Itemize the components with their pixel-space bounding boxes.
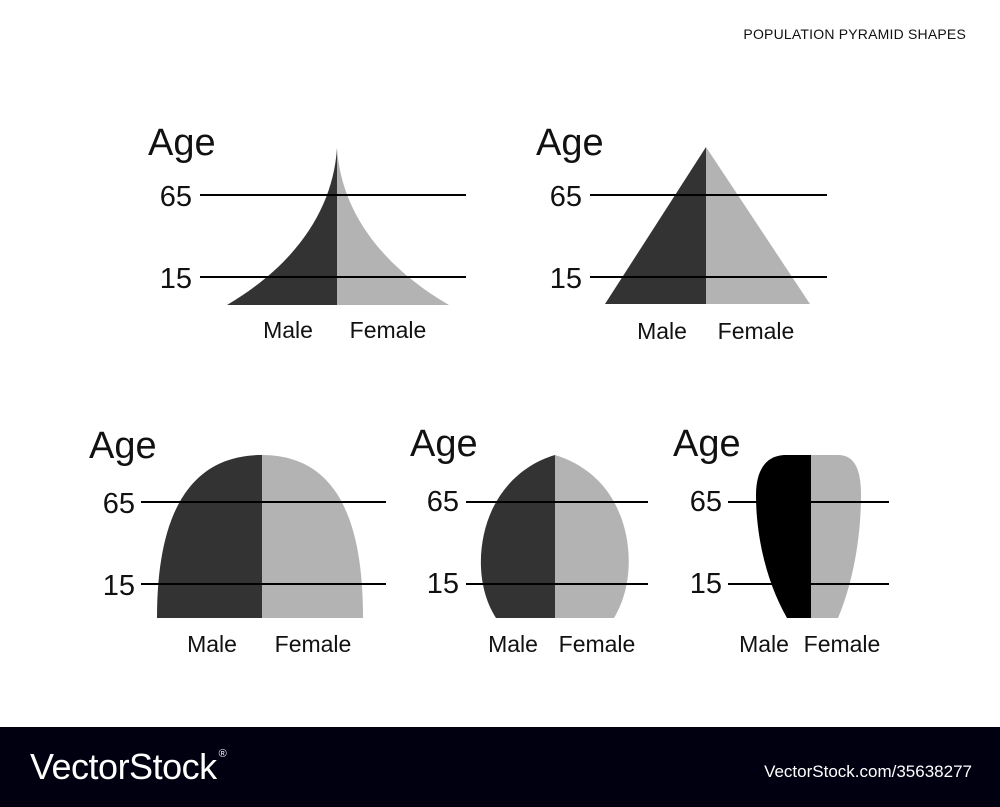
male-label: Male xyxy=(263,317,313,343)
male-label: Male xyxy=(739,631,789,657)
pyramid-male-half xyxy=(605,147,706,304)
pyramid-male-half xyxy=(756,455,811,618)
age-label-15: 15 xyxy=(690,568,722,600)
age-axis-title: Age xyxy=(148,122,216,164)
age-axis-title: Age xyxy=(410,423,478,465)
female-label: Female xyxy=(718,318,795,344)
pyramid-female-half xyxy=(337,148,449,305)
female-label: Female xyxy=(350,317,427,343)
age-label-15: 15 xyxy=(427,568,459,600)
age-axis-title: Age xyxy=(89,425,157,467)
pyramid-constrictive: Age 65 15 Male Female xyxy=(673,423,889,657)
age-label-65: 65 xyxy=(427,486,459,518)
age-axis-title: Age xyxy=(673,423,741,465)
pyramid-female-half xyxy=(811,455,861,618)
image-reference: VectorStock.com/35638277 xyxy=(764,762,972,781)
age-label-65: 65 xyxy=(690,486,722,518)
female-label: Female xyxy=(804,631,881,657)
vectorstock-logo: VectorStock ® xyxy=(30,746,227,788)
page-title: POPULATION PYRAMID SHAPES xyxy=(743,26,966,42)
pyramid-female-half xyxy=(262,455,363,618)
watermark-footer: VectorStock ® VectorStock.com/35638277 xyxy=(0,727,1000,807)
age-label-65: 65 xyxy=(103,488,135,520)
pyramid-triangular: Age 65 15 Male Female xyxy=(536,122,827,344)
pyramid-pointed-dome: Age 65 15 Male Female xyxy=(410,423,648,657)
female-label: Female xyxy=(559,631,636,657)
female-label: Female xyxy=(275,631,352,657)
pyramid-male-half xyxy=(157,455,262,618)
registered-mark: ® xyxy=(218,748,227,760)
pyramid-expansive: Age 65 15 Male Female xyxy=(148,122,466,343)
age-label-65: 65 xyxy=(550,181,582,213)
male-label: Male xyxy=(637,318,687,344)
age-label-15: 15 xyxy=(160,263,192,295)
male-label: Male xyxy=(187,631,237,657)
pyramid-female-half xyxy=(706,147,810,304)
pyramid-female-half xyxy=(555,455,629,618)
age-axis-title: Age xyxy=(536,122,604,164)
pyramid-diagram: Age 65 15 Male Female Age 65 15 Male Fem… xyxy=(89,122,889,657)
age-label-65: 65 xyxy=(160,181,192,213)
age-label-15: 15 xyxy=(550,263,582,295)
male-label: Male xyxy=(488,631,538,657)
logo-text: VectorStock xyxy=(30,746,217,787)
pyramid-male-half xyxy=(227,148,337,305)
age-label-15: 15 xyxy=(103,570,135,602)
pyramid-male-half xyxy=(480,455,555,618)
pyramid-stationary: Age 65 15 Male Female xyxy=(89,425,386,657)
